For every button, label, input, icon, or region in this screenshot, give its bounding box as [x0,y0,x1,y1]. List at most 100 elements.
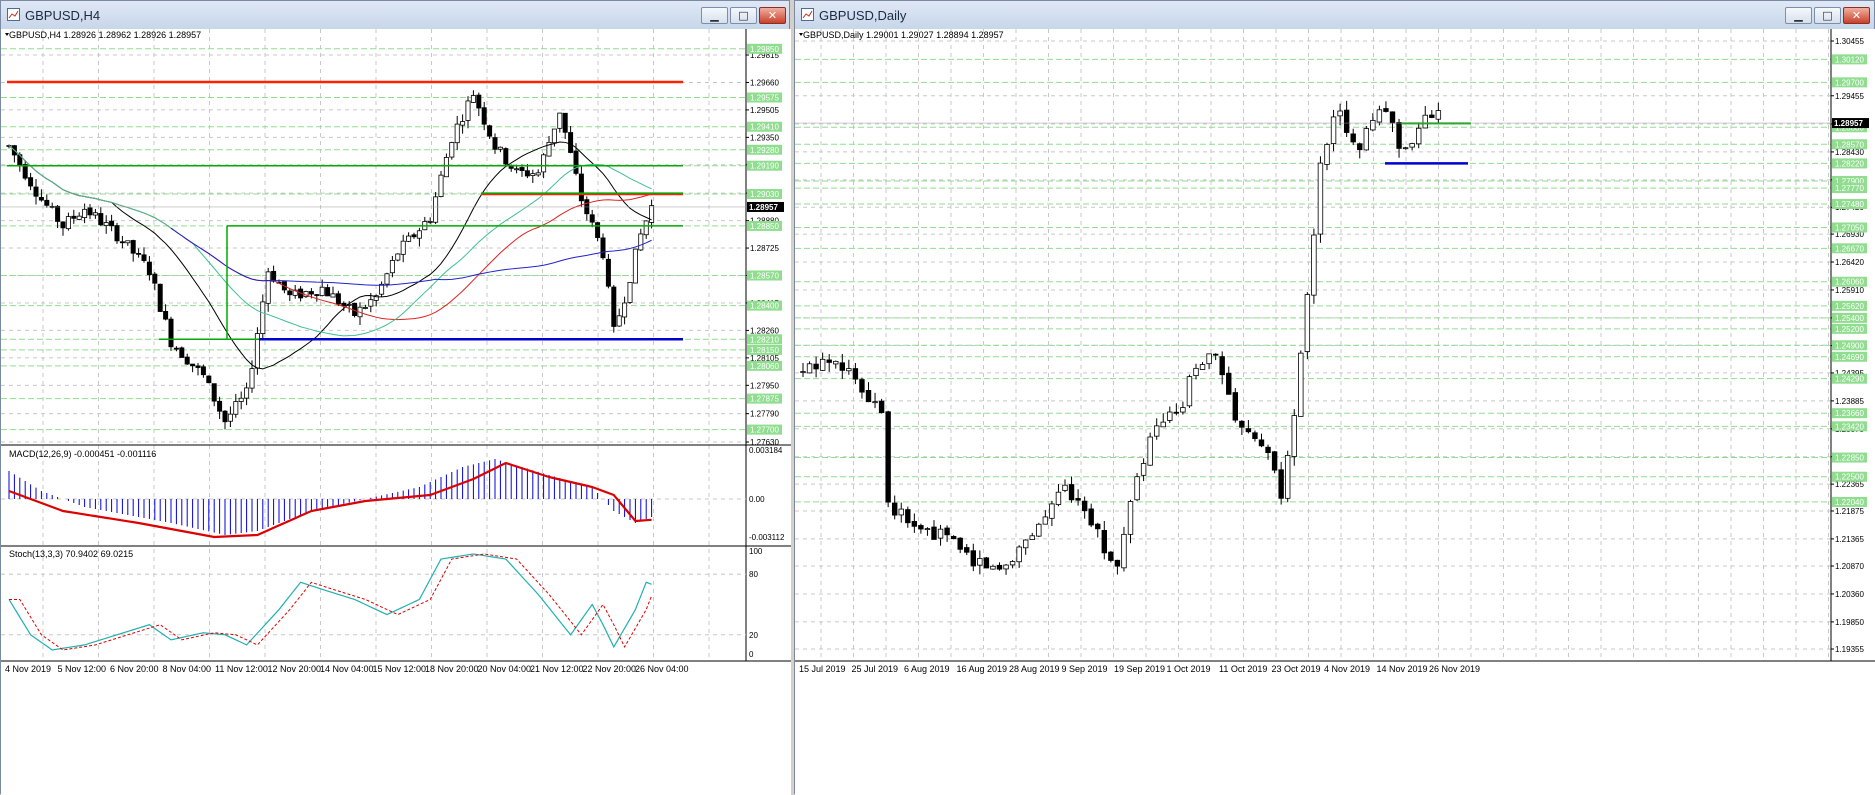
daily-titlebar[interactable]: GBPUSD,Daily ▁ □ ✕ [795,1,1874,30]
h4-candle-body [384,273,390,285]
h4-x-label: 11 Nov 12:00 [215,664,268,674]
h4-candle-body [562,112,568,133]
daily-level-label-bg [1832,222,1867,233]
daily-candle-body [1239,420,1245,428]
daily-candle-body [1278,469,1284,499]
close-button[interactable]: ✕ [1843,7,1870,24]
h4-level-label: 1.28150 [750,346,779,355]
daily-level-label: 1.22040 [1835,498,1864,507]
h4-candle-body [379,283,385,295]
maximize-button[interactable]: □ [1814,7,1841,24]
h4-price-tick: 1.28260 [750,326,779,335]
h4-level-label-bg [747,270,782,281]
minimize-button[interactable]: ▁ [1785,7,1812,24]
daily-candle-body [1343,109,1350,133]
daily-candle-body [878,400,885,414]
h4-candle-body [341,302,347,307]
h4-candle-body [211,383,217,402]
daily-chart[interactable]: GBPUSD,Daily 1.29001 1.29027 1.28894 1.2… [795,29,1875,795]
h4-candle-body [395,253,401,261]
h4-candle-body [271,270,277,282]
h4-candle-body [325,287,331,297]
daily-candle-body [937,528,944,539]
h4-candle-body [114,225,120,242]
minimize-button[interactable]: ▁ [701,7,728,24]
h4-candle-body [184,356,190,365]
daily-level-label-bg [1832,139,1867,150]
daily-x-label: 15 Jul 2019 [799,664,846,674]
h4-candle-body [233,401,239,415]
daily-candle-body [1134,476,1140,501]
daily-candle-body [1376,109,1383,123]
h4-candle-body [103,222,109,226]
h4-level-label-bg [747,160,782,171]
h4-level-label-bg [747,43,782,54]
h4-candle-body [487,125,493,137]
h4-candle-body [449,142,455,158]
h4-candle-body [163,311,169,320]
h4-candle-body [141,254,147,261]
h4-candle-body [22,164,28,179]
h4-candle-body [217,400,223,412]
h4-candle-body [71,215,77,219]
h4-candle-body [33,186,39,197]
h4-candle-body [497,146,503,150]
h4-candle-body [627,281,633,303]
dropdown-arrow-icon [5,33,9,36]
daily-price-tick: 1.25910 [1835,286,1864,295]
h4-candle-body [292,289,298,296]
daily-x-label: 25 Jul 2019 [852,664,899,674]
h4-chart[interactable]: GBPUSD,H4 1.28926 1.28962 1.28926 1.2895… [1,29,791,795]
h4-level-label-bg [747,300,782,311]
daily-candle-body [977,558,983,566]
h4-candle-body [82,208,88,218]
daily-price-tick: 1.23885 [1835,397,1864,406]
h4-x-label: 5 Nov 12:00 [58,664,107,674]
h4-candle-body [470,95,476,103]
daily-candle-body [1193,367,1199,377]
h4-level-label-bg [747,220,782,231]
h4-candle-body [157,283,163,312]
daily-price-tick: 1.21365 [1835,535,1864,544]
h4-macd-signal-line [8,461,652,539]
h4-price-tick: 1.29815 [750,51,779,60]
h4-candle-body [406,235,412,242]
h4-candle-body [438,174,444,197]
daily-candle-body [1396,122,1402,149]
h4-level-label-bg [747,144,782,155]
daily-candle-body [1271,451,1278,471]
daily-x-label: 9 Sep 2019 [1062,664,1108,674]
daily-level-label-bg [1832,300,1867,311]
daily-candle-body [898,508,904,516]
daily-x-label: 16 Aug 2019 [957,664,1008,674]
daily-candle-body [1330,116,1337,144]
daily-candle-body [892,502,898,516]
h4-level-label-bg [747,121,782,132]
daily-candle-body [1416,127,1422,145]
h4-candle-body [427,221,433,223]
h4-candle-body [578,173,584,202]
daily-candle-body [1317,162,1324,235]
h4-stoch-tick: 20 [749,631,758,640]
h4-candle-body [314,294,320,296]
daily-candle-body [1016,546,1022,563]
h4-candle-body [152,273,158,284]
daily-price-tick: 1.26420 [1835,258,1864,267]
h4-candle-body [605,258,611,287]
daily-level-label: 1.26060 [1835,278,1864,287]
daily-candle-body [1173,411,1180,414]
daily-candle-body [1153,425,1160,437]
close-button[interactable]: ✕ [759,7,786,24]
daily-level-label: 1.25200 [1835,325,1864,334]
daily-candle-body [885,411,891,503]
h4-current-price: 1.28957 [749,203,778,212]
h4-titlebar[interactable]: GBPUSD,H4 ▁ □ ✕ [1,1,789,30]
daily-candle-body [1036,523,1042,537]
h4-level-label: 1.27700 [750,426,779,435]
maximize-button[interactable]: □ [730,7,757,24]
minimize-icon: ▁ [1794,9,1803,22]
h4-candle-body [632,248,638,284]
close-icon: ✕ [1851,9,1862,22]
daily-candle-body [1068,484,1075,501]
h4-candle-body [492,137,498,150]
